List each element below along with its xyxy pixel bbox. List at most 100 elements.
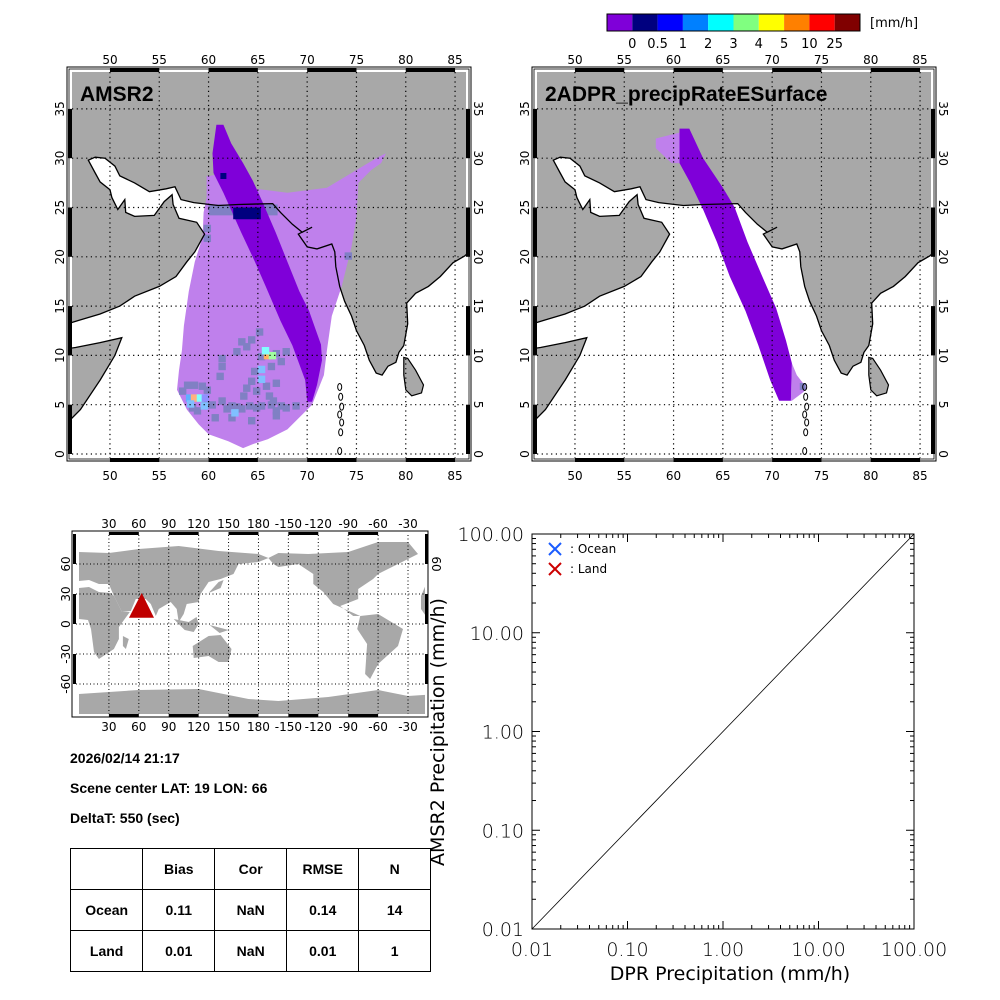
lon-tick-label-top: 50 [102, 53, 117, 67]
frame-segment [931, 306, 935, 356]
datetime-text: 2026/02/14 21:17 [70, 750, 180, 766]
one-to-one-line [531, 533, 915, 930]
frame-segment [208, 458, 258, 462]
swath-pixel [185, 394, 194, 402]
colorbar-swatch [607, 14, 633, 31]
lon-tick-label-bottom: 85 [912, 469, 927, 483]
frame-segment [466, 207, 470, 257]
indonesia-land [173, 617, 199, 632]
colorbar-label: 3 [729, 37, 737, 52]
table-header-row: Bias Cor RMSE N [69, 848, 431, 890]
lat-tick-label-right: 5 [471, 401, 485, 409]
swath-pixel [238, 405, 246, 413]
lon-tick-label-top: 65 [250, 53, 265, 67]
row-label: Land [69, 930, 144, 972]
africa-land [79, 587, 130, 659]
frame-segment [307, 68, 357, 72]
frame-segment [73, 654, 76, 684]
world-lon-label-bottom: 150 [217, 720, 240, 734]
dpr-map-title: 2ADPR_precipRateESurface [545, 83, 827, 106]
world-lon-label-bottom: -150 [275, 720, 302, 734]
coastline [537, 156, 931, 419]
swath-pixel [243, 343, 251, 351]
swath-pixel [203, 386, 212, 394]
japan-land [208, 580, 224, 593]
lon-tick-label-bottom: 80 [398, 469, 413, 483]
frame-segment [574, 68, 625, 72]
scene-location-marker [129, 593, 154, 618]
maldives-island [804, 418, 810, 427]
frame-segment [68, 404, 72, 454]
map-area [72, 72, 466, 458]
header-cell-empty [69, 848, 144, 890]
swath-pixel [267, 401, 276, 409]
world-lon-label-top: -90 [338, 517, 358, 531]
lat-tick-label-left: 20 [53, 249, 67, 264]
swath-pixel [193, 407, 202, 415]
maldives-island [339, 402, 345, 411]
frame-segment [348, 532, 379, 535]
world-lat-label-left: 30 [59, 586, 73, 601]
bias-cell: 0.11 [142, 889, 216, 931]
swath-pixel [272, 407, 281, 415]
frame-segment [533, 404, 537, 454]
scene-center-text: Scene center LAT: 19 LON: 66 [70, 780, 268, 796]
lat-tick-label-right: 30 [936, 151, 950, 166]
frame-segment [108, 532, 139, 535]
table-row-ocean: Ocean 0.11 NaN 0.14 14 [69, 889, 431, 931]
lat-tick-label-right: 20 [471, 249, 485, 264]
lon-tick-label-top: 70 [765, 53, 780, 67]
lat-tick-label-right: 10 [471, 348, 485, 363]
world-lon-label-top: 150 [217, 517, 240, 531]
lon-tick-label-bottom: 75 [349, 469, 364, 483]
coastline [72, 156, 466, 419]
world-lat-label-left: 60 [59, 556, 73, 571]
world-lon-label-top: -30 [398, 517, 418, 531]
colorbar-label: 25 [826, 37, 843, 52]
x-axis-label: DPR Precipitation (mm/h) [610, 963, 850, 985]
world-lon-label-bottom: -120 [305, 720, 332, 734]
world-lon-label-bottom: 60 [131, 720, 146, 734]
swath-pixel [196, 394, 205, 402]
swath-pixel [250, 367, 259, 376]
frame-segment [425, 534, 428, 564]
bias-cell: 0.01 [142, 930, 216, 972]
frame-segment [108, 714, 139, 717]
eurasia-land [79, 546, 269, 622]
lat-tick-label-left: 15 [518, 298, 532, 313]
lon-tick-label-bottom: 60 [201, 469, 216, 483]
lat-tick-label-left: 25 [53, 200, 67, 215]
frame-segment [466, 306, 470, 356]
table-row-land: Land 0.01 NaN 0.01 1 [69, 930, 431, 972]
frame-segment [73, 534, 76, 564]
world-lat-label-left: -30 [59, 644, 73, 664]
amsr2-rain-block [233, 207, 261, 220]
colorbar-label: 4 [755, 37, 763, 52]
lon-tick-label-top: 55 [152, 53, 167, 67]
frame-segment [425, 594, 428, 624]
world-lon-label-top: -120 [305, 517, 332, 531]
legend-label-land: : Land [570, 562, 607, 576]
maldives-island [802, 410, 808, 419]
lat-tick-label-left: 35 [518, 101, 532, 116]
south-america-land [357, 614, 403, 679]
legend-marker-ocean [548, 542, 562, 556]
header-cell-bias: Bias [142, 848, 216, 890]
n-cell: 14 [358, 889, 431, 931]
lon-tick-label-bottom: 75 [814, 469, 829, 483]
lon-tick-label-bottom: 50 [102, 469, 117, 483]
rmse-cell: 0.01 [286, 930, 360, 972]
frame-segment [73, 594, 76, 624]
lat-tick-label-left: 0 [518, 450, 532, 458]
swath-pixel [248, 336, 256, 344]
swath-pixel [282, 348, 290, 356]
swath-pixel [228, 414, 236, 422]
lat-tick-label-right: 25 [936, 200, 950, 215]
lat-tick-label-left: 5 [518, 401, 532, 409]
lat-tick-label-right: 15 [471, 298, 485, 313]
frame-segment [673, 458, 723, 462]
lon-tick-label-top: 55 [617, 53, 632, 67]
swath-pixel [262, 382, 271, 390]
